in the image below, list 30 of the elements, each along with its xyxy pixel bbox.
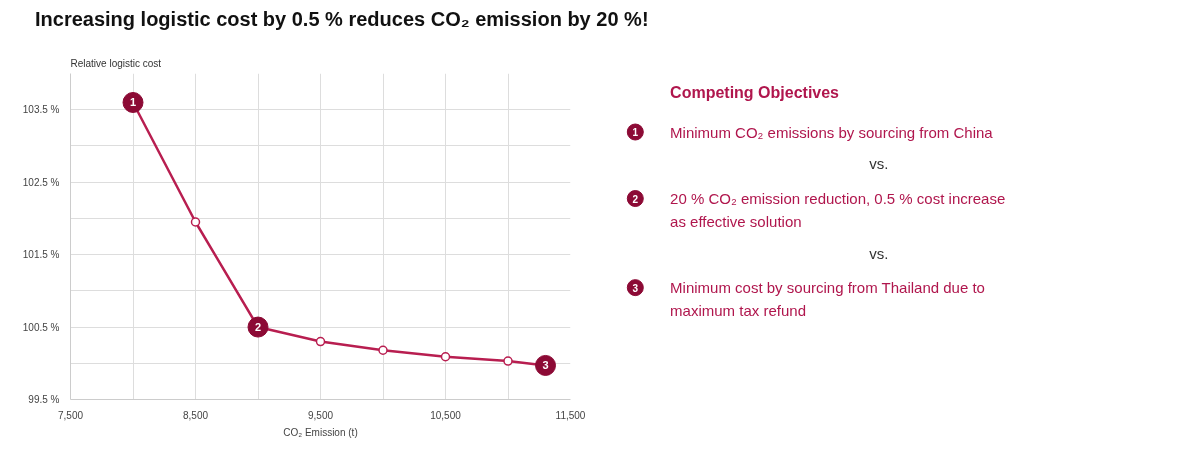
x-axis-title: CO₂ Emission (t) xyxy=(283,426,358,438)
text: Minimum CO₂ emissions by sourcing from China xyxy=(670,123,994,141)
point xyxy=(378,345,388,355)
text: 20 % CO₂ emission reduction, 0.5 % cost increase as effective solution xyxy=(670,190,1006,230)
text: Minimum cost by sourcing from Thailand due to maximum tax refund xyxy=(670,279,985,319)
point xyxy=(190,217,201,227)
text: 2 xyxy=(632,193,639,205)
text: vs. xyxy=(869,155,889,173)
text: vs. xyxy=(869,244,889,262)
y-tick-label: 101.5 % xyxy=(22,249,60,261)
text: 3 xyxy=(632,282,639,294)
x-tick-label: 10,500 xyxy=(430,409,462,421)
text: 1 xyxy=(632,127,639,139)
annotation: 2 xyxy=(254,321,262,334)
y-axis-title: Relative logistic cost xyxy=(70,57,162,69)
x-tick-label: 11,500 xyxy=(555,409,586,421)
annotation: 3 xyxy=(542,359,549,372)
point xyxy=(315,336,326,347)
x-tick-label: 8,500 xyxy=(182,409,209,421)
point xyxy=(440,352,451,362)
y-tick-label: 102.5 % xyxy=(22,176,60,188)
y-tick-label: 100.5 % xyxy=(22,321,60,333)
x-tick-label: 9,500 xyxy=(307,409,334,421)
y-tick-label: 103.5 % xyxy=(22,104,60,116)
chart-title: Increasing logistic cost by 0.5 % reduces CO₂ emission by 20 %! xyxy=(35,7,649,32)
point xyxy=(503,356,513,366)
x-tick-label: 7,500 xyxy=(57,409,84,421)
annotation: 1 xyxy=(129,96,137,109)
y-tick-label: 99.5 % xyxy=(28,394,60,405)
text: Competing Objectives xyxy=(670,83,840,101)
